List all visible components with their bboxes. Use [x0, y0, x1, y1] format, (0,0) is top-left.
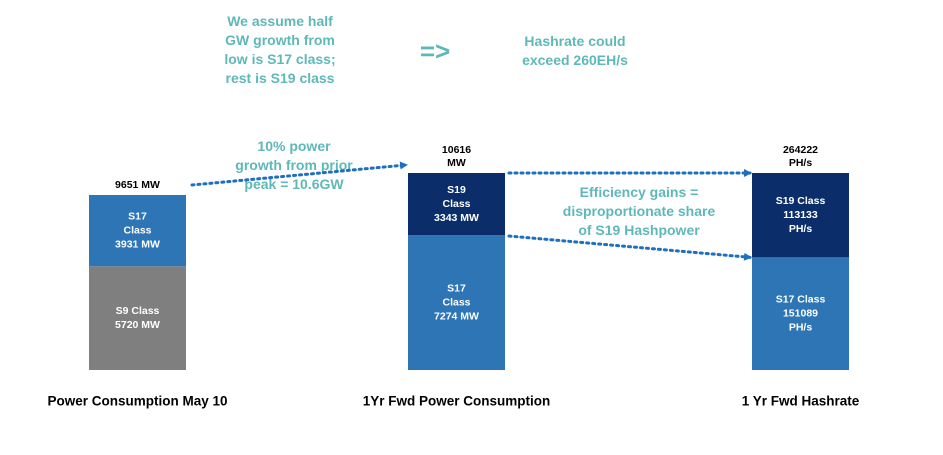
bar-total-label: 10616: [442, 144, 471, 156]
segment-label: 3931 MW: [115, 238, 160, 250]
bar-total-label: MW: [447, 157, 466, 169]
category-label: 1Yr Fwd Power Consumption: [363, 394, 551, 409]
segment-label: PH/s: [789, 223, 813, 235]
segment-label: 151089: [783, 307, 818, 319]
hashrate-note: Hashrate could exceed 260EH/s: [522, 33, 628, 68]
bar-segment-s17: [752, 257, 849, 370]
segment-label: S19 Class: [776, 195, 826, 207]
segment-label: S17: [128, 210, 147, 222]
category-label: Power Consumption May 10: [47, 394, 227, 409]
segment-label: 113133: [783, 209, 818, 221]
segment-label: PH/s: [789, 321, 813, 333]
bar-total-label: PH/s: [789, 157, 813, 169]
transition-arrow: =>: [419, 36, 451, 66]
category-label: 1 Yr Fwd Hashrate: [742, 394, 860, 409]
bar-segment-s17: [89, 195, 186, 267]
bar-segment-s17: [408, 235, 505, 370]
bar-segment-s9: [89, 266, 186, 370]
segment-label: S17: [447, 282, 466, 294]
segment-label: Class: [442, 296, 470, 308]
bar-total-label: 9651 MW: [115, 179, 160, 191]
assumption-note: We assume half GW growth from low is S17…: [224, 13, 336, 86]
segment-label: 5720 MW: [115, 319, 160, 331]
bar-total-label: 264222: [783, 144, 818, 156]
segment-label: Class: [442, 198, 470, 210]
bar-segment-s19: [408, 172, 505, 236]
bar-segment-s19: [752, 173, 849, 258]
segment-label: Class: [123, 224, 151, 236]
segment-label: 7274 MW: [434, 310, 479, 322]
efficiency-note: Efficiency gains = disproportionate shar…: [562, 184, 716, 238]
growth-note: 10% power growth from prior peak = 10.6G…: [235, 138, 353, 192]
segment-label: 3343 MW: [434, 212, 479, 224]
boundary-connector-arrow: [507, 234, 752, 261]
segment-label: S17 Class: [776, 293, 826, 305]
growth-arrow: [190, 161, 408, 187]
segment-label: S9 Class: [116, 305, 160, 317]
segment-label: S19: [447, 184, 466, 196]
